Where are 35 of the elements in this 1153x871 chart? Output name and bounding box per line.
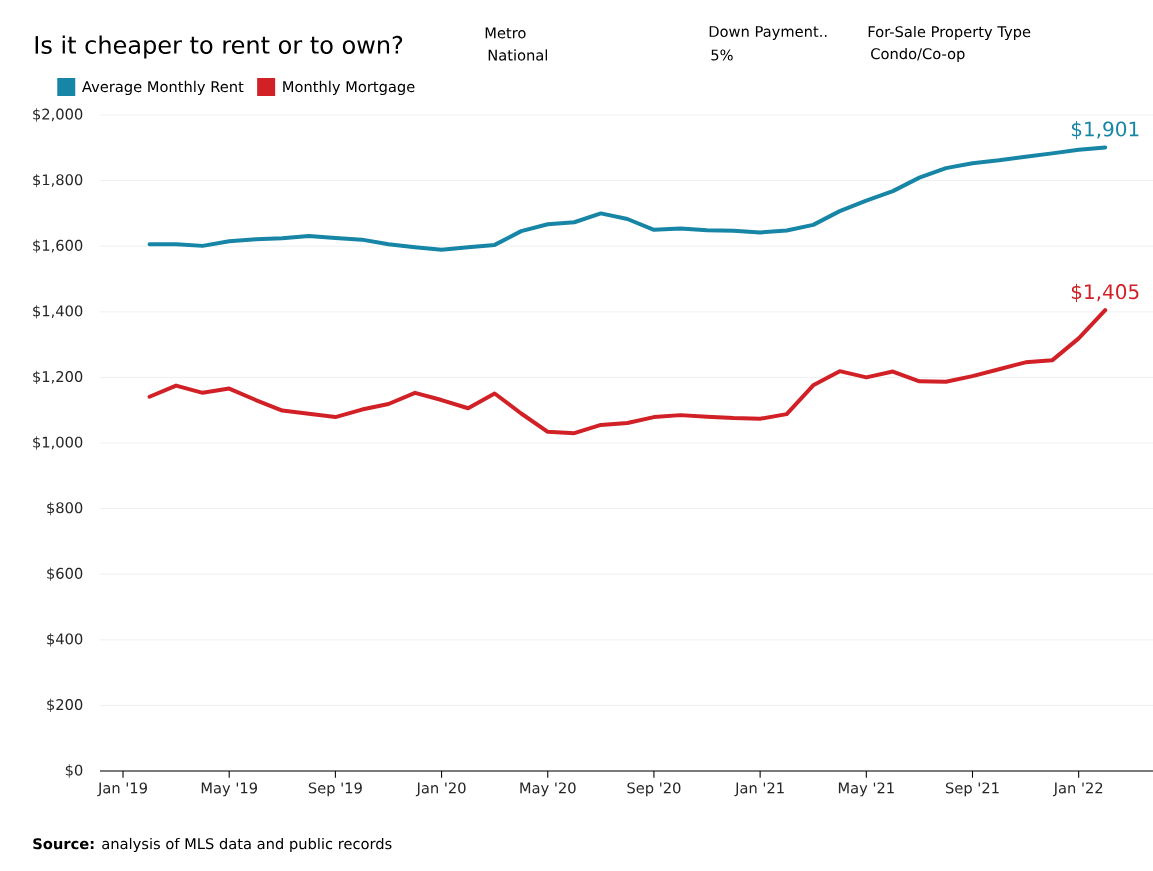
y-tick-label: $800 (47, 501, 83, 516)
data-label: $1,901 (1071, 121, 1139, 140)
legend-label: Monthly Mortgage (283, 80, 415, 96)
y-tick-label: $1,600 (33, 239, 83, 253)
x-tick-label: Jan '22 (1052, 782, 1103, 797)
y-tick-label: $1,200 (33, 370, 83, 385)
text: Down Payment.. (709, 26, 827, 40)
text: National (488, 49, 548, 61)
y-tick-label: $0 (65, 764, 83, 778)
x-tick-label: Sep '20 (627, 782, 681, 797)
x-tick-label: Jan '21 (734, 782, 784, 797)
y-tick-label: $1,000 (33, 436, 83, 450)
y-tick-label: $2,000 (33, 108, 83, 122)
y-tick-label: $400 (47, 633, 83, 647)
text: 5% (711, 49, 733, 61)
x-tick-label: May '21 (838, 782, 894, 797)
text: Metro (485, 27, 526, 39)
text: Condo/Co-op (871, 47, 965, 63)
x-tick-label: Jan '19 (97, 782, 147, 797)
text: For-Sale Property Type (868, 25, 1031, 41)
y-tick-label: $1,400 (33, 305, 83, 319)
x-tick-label: May '20 (520, 782, 576, 797)
data-label: $1,405 (1071, 283, 1139, 302)
y-tick-label: $600 (47, 567, 83, 581)
x-tick-label: Sep '19 (308, 782, 362, 797)
line-series (147, 308, 1108, 436)
x-tick-label: Sep '21 (945, 782, 999, 797)
legend-label: Average Monthly Rent (82, 80, 244, 96)
y-tick-label: $1,800 (33, 173, 83, 188)
text: Source: analysis of MLS data and public records (33, 837, 392, 853)
x-tick-label: May '19 (201, 782, 257, 797)
chart-title: Is it cheaper to rent or to own? (35, 35, 403, 59)
y-tick-label: $200 (47, 698, 83, 713)
line-series (147, 145, 1108, 252)
x-tick-label: Jan '20 (415, 782, 466, 797)
